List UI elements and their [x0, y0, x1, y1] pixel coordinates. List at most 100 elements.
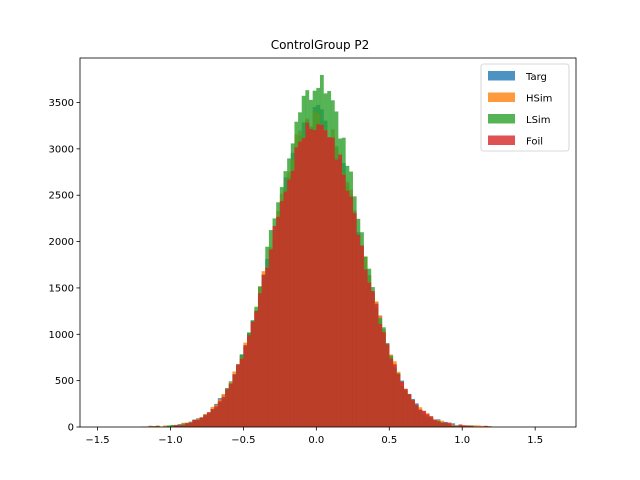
- bar: [243, 345, 248, 427]
- bar: [312, 130, 317, 427]
- bar: [407, 393, 412, 427]
- y-tick-label: 1000: [49, 330, 74, 341]
- bar: [170, 424, 175, 427]
- x-tick-label: 1.0: [454, 435, 470, 446]
- bar: [480, 425, 485, 427]
- bar: [309, 129, 313, 428]
- bar: [247, 335, 251, 427]
- bar: [214, 406, 219, 427]
- bar: [400, 381, 405, 427]
- bar: [429, 416, 434, 427]
- bar: [236, 364, 240, 427]
- bar: [239, 358, 244, 427]
- x-axis-ticks: −1.5 −1.0 −0.5 0.0 0.5 1.0 1.5: [85, 427, 543, 446]
- bar: [345, 190, 350, 427]
- bar: [261, 274, 266, 427]
- bar: [487, 426, 492, 427]
- y-tick-label: 2000: [49, 237, 74, 248]
- bar: [414, 404, 419, 427]
- x-tick-label: −1.5: [85, 435, 109, 446]
- bar: [250, 321, 255, 427]
- bar: [203, 415, 208, 427]
- bar: [188, 422, 193, 427]
- bar: [294, 147, 299, 427]
- x-tick-label: −0.5: [231, 435, 255, 446]
- bar: [341, 174, 346, 427]
- bar: [316, 124, 321, 427]
- legend-swatch-foil: [488, 135, 515, 145]
- y-tick-label: 1500: [49, 283, 74, 294]
- bar: [254, 311, 259, 427]
- bar: [465, 425, 470, 427]
- bar: [436, 421, 441, 427]
- bar: [290, 170, 295, 427]
- chart-title: ControlGroup P2: [271, 38, 370, 52]
- bar: [210, 409, 215, 427]
- bar: [440, 422, 445, 427]
- bar: [356, 234, 361, 427]
- bar: [349, 196, 353, 427]
- bar: [195, 419, 200, 427]
- legend-swatch-lsim: [488, 114, 515, 124]
- bar: [392, 364, 397, 427]
- bar: [177, 425, 182, 427]
- bar: [473, 425, 477, 427]
- histogram-bars: [141, 74, 492, 428]
- bar: [225, 389, 229, 427]
- x-tick-label: −1.0: [158, 435, 182, 446]
- y-tick-label: 2500: [49, 191, 74, 202]
- bar: [443, 422, 448, 427]
- bar: [451, 424, 456, 427]
- bar: [268, 249, 273, 427]
- bar: [148, 425, 153, 427]
- y-axis-ticks: 0 500 1000 1500 2000 2500 3000 3500: [49, 98, 80, 434]
- bar: [352, 213, 357, 427]
- legend-swatch-hsim: [488, 92, 515, 102]
- x-tick-label: 1.5: [527, 435, 543, 446]
- bar: [422, 410, 426, 427]
- bar: [451, 425, 456, 427]
- bar: [174, 424, 178, 427]
- bar: [185, 422, 189, 427]
- bar: [447, 422, 452, 427]
- bar: [166, 425, 171, 427]
- bar: [327, 137, 332, 427]
- bar: [228, 384, 233, 427]
- axes-frame: [79, 57, 577, 428]
- bar: [265, 267, 270, 427]
- bar: [367, 282, 372, 427]
- bar: [334, 159, 339, 427]
- bar: [232, 374, 237, 427]
- bar: [396, 373, 401, 427]
- bar: [484, 425, 488, 427]
- bar: [458, 424, 463, 427]
- y-tick-label: 3500: [49, 98, 74, 109]
- bar: [181, 425, 186, 427]
- legend-label-foil: Foil: [526, 137, 543, 148]
- bar: [363, 269, 368, 427]
- bar: [301, 138, 306, 427]
- bar: [221, 397, 226, 427]
- bar: [433, 419, 437, 427]
- bar: [469, 425, 474, 427]
- bar: [199, 417, 204, 427]
- bar: [454, 425, 459, 427]
- bar: [276, 216, 281, 427]
- y-tick-label: 3000: [49, 144, 74, 155]
- bar: [389, 358, 394, 427]
- legend-label-targ: Targ: [525, 72, 547, 83]
- bar: [323, 130, 328, 427]
- y-tick-label: 0: [68, 423, 74, 434]
- bar: [330, 137, 335, 427]
- legend-label-lsim: LSim: [526, 115, 550, 126]
- bar: [206, 412, 211, 427]
- bar: [411, 399, 415, 427]
- legend-box: [480, 63, 570, 152]
- legend: Targ HSim LSim Foil: [480, 63, 570, 152]
- bar: [476, 425, 481, 427]
- bar: [425, 414, 430, 427]
- bar: [403, 389, 408, 427]
- x-tick-label: 0.5: [381, 435, 397, 446]
- bar: [298, 141, 302, 428]
